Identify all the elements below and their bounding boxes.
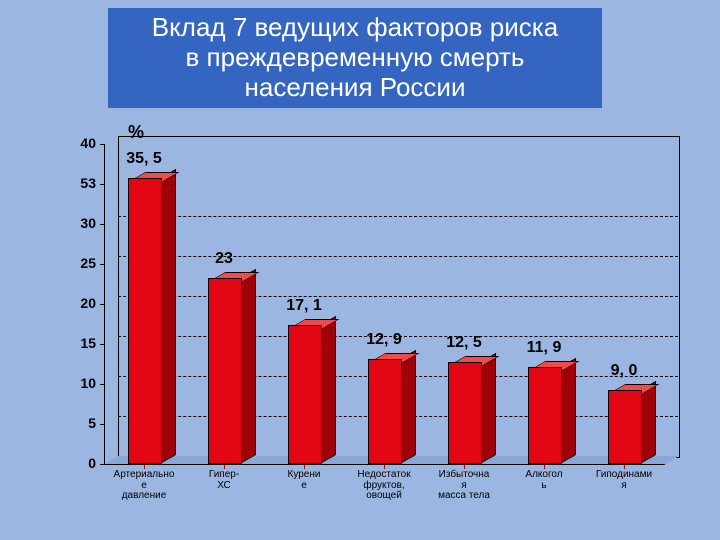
gridline <box>118 216 678 217</box>
bar <box>608 392 640 464</box>
category-label-line: ХС <box>186 481 262 492</box>
bar <box>288 327 320 464</box>
y-axis-line <box>104 144 105 464</box>
bar-value-label: 11, 9 <box>514 339 574 357</box>
bar <box>208 280 240 464</box>
bar-front <box>208 278 242 464</box>
bar-front <box>128 178 162 464</box>
category-label-line: овощей <box>346 491 422 502</box>
slide-root: Вклад 7 ведущих факторов рискав преждевр… <box>0 0 720 540</box>
category-label-line: Гипер- <box>186 470 262 481</box>
gridline <box>118 296 678 297</box>
bar-side <box>160 169 176 464</box>
bar-value-label: 9, 0 <box>594 362 654 380</box>
category-label-line: давление <box>106 491 182 502</box>
category-label-line: Недостаток <box>346 470 422 481</box>
category-label-line: масса тела <box>426 491 502 502</box>
chart-title-box: Вклад 7 ведущих факторов рискав преждевр… <box>108 8 602 108</box>
y-tick-label: 5 <box>40 415 96 431</box>
category-label-line: ь <box>506 481 582 492</box>
category-label: Гипер-ХС <box>186 470 262 491</box>
category-label: Недостатокфруктов,овощей <box>346 470 422 502</box>
category-label: Артериальноедавление <box>106 470 182 502</box>
bar-side <box>400 350 416 464</box>
bar-front <box>528 367 562 464</box>
bar-front <box>608 390 642 464</box>
category-label: Гиподинамия <box>586 470 662 491</box>
bar-side <box>320 316 336 464</box>
y-axis-unit: % <box>128 122 144 143</box>
bar-value-label: 35, 5 <box>114 150 174 168</box>
bar <box>528 369 560 464</box>
category-label-line: Алкогол <box>506 470 582 481</box>
chart-title-line: в преждевременную смерть <box>108 43 602 73</box>
chart-area: % 0 5 10 15 20 25 30 40 53 35, 5 23 17, 1 12, 9 12, … <box>40 118 680 526</box>
bar-front <box>288 325 322 464</box>
category-label: Алкоголь <box>506 470 582 491</box>
chart-title-line: населения России <box>108 73 602 103</box>
category-label-line: Гиподинами <box>586 470 662 481</box>
category-label: Избыточнаямасса тела <box>426 470 502 502</box>
y-tick-label: 25 <box>40 255 96 271</box>
bar <box>128 180 160 464</box>
bar <box>448 364 480 464</box>
category-label-line: Артериально <box>106 470 182 481</box>
bar-value-label: 17, 1 <box>274 297 334 315</box>
gridline <box>118 136 678 137</box>
bar-value-label: 12, 9 <box>354 331 414 349</box>
category-label-line: Избыточна <box>426 470 502 481</box>
bar-front <box>368 359 402 464</box>
y-tick-label: 53 <box>40 175 96 191</box>
category-label-line: я <box>586 481 662 492</box>
bar-front <box>448 362 482 464</box>
y-tick-label: 10 <box>40 375 96 391</box>
category-label: Курение <box>266 470 342 491</box>
bar-side <box>560 358 576 464</box>
y-tick-label: 15 <box>40 335 96 351</box>
bar-value-label: 12, 5 <box>434 334 494 352</box>
category-label-line: Курени <box>266 470 342 481</box>
y-tick-label: 30 <box>40 215 96 231</box>
bar-value-label: 23 <box>194 250 254 268</box>
bar <box>368 361 400 464</box>
chart-title-line: Вклад 7 ведущих факторов риска <box>108 13 602 43</box>
bar-side <box>480 353 496 464</box>
category-label-line: е <box>266 481 342 492</box>
y-tick-label: 40 <box>40 135 96 151</box>
y-tick-label: 0 <box>40 455 96 471</box>
y-tick-label: 20 <box>40 295 96 311</box>
x-axis-line <box>104 464 664 465</box>
bar-side <box>240 269 256 464</box>
